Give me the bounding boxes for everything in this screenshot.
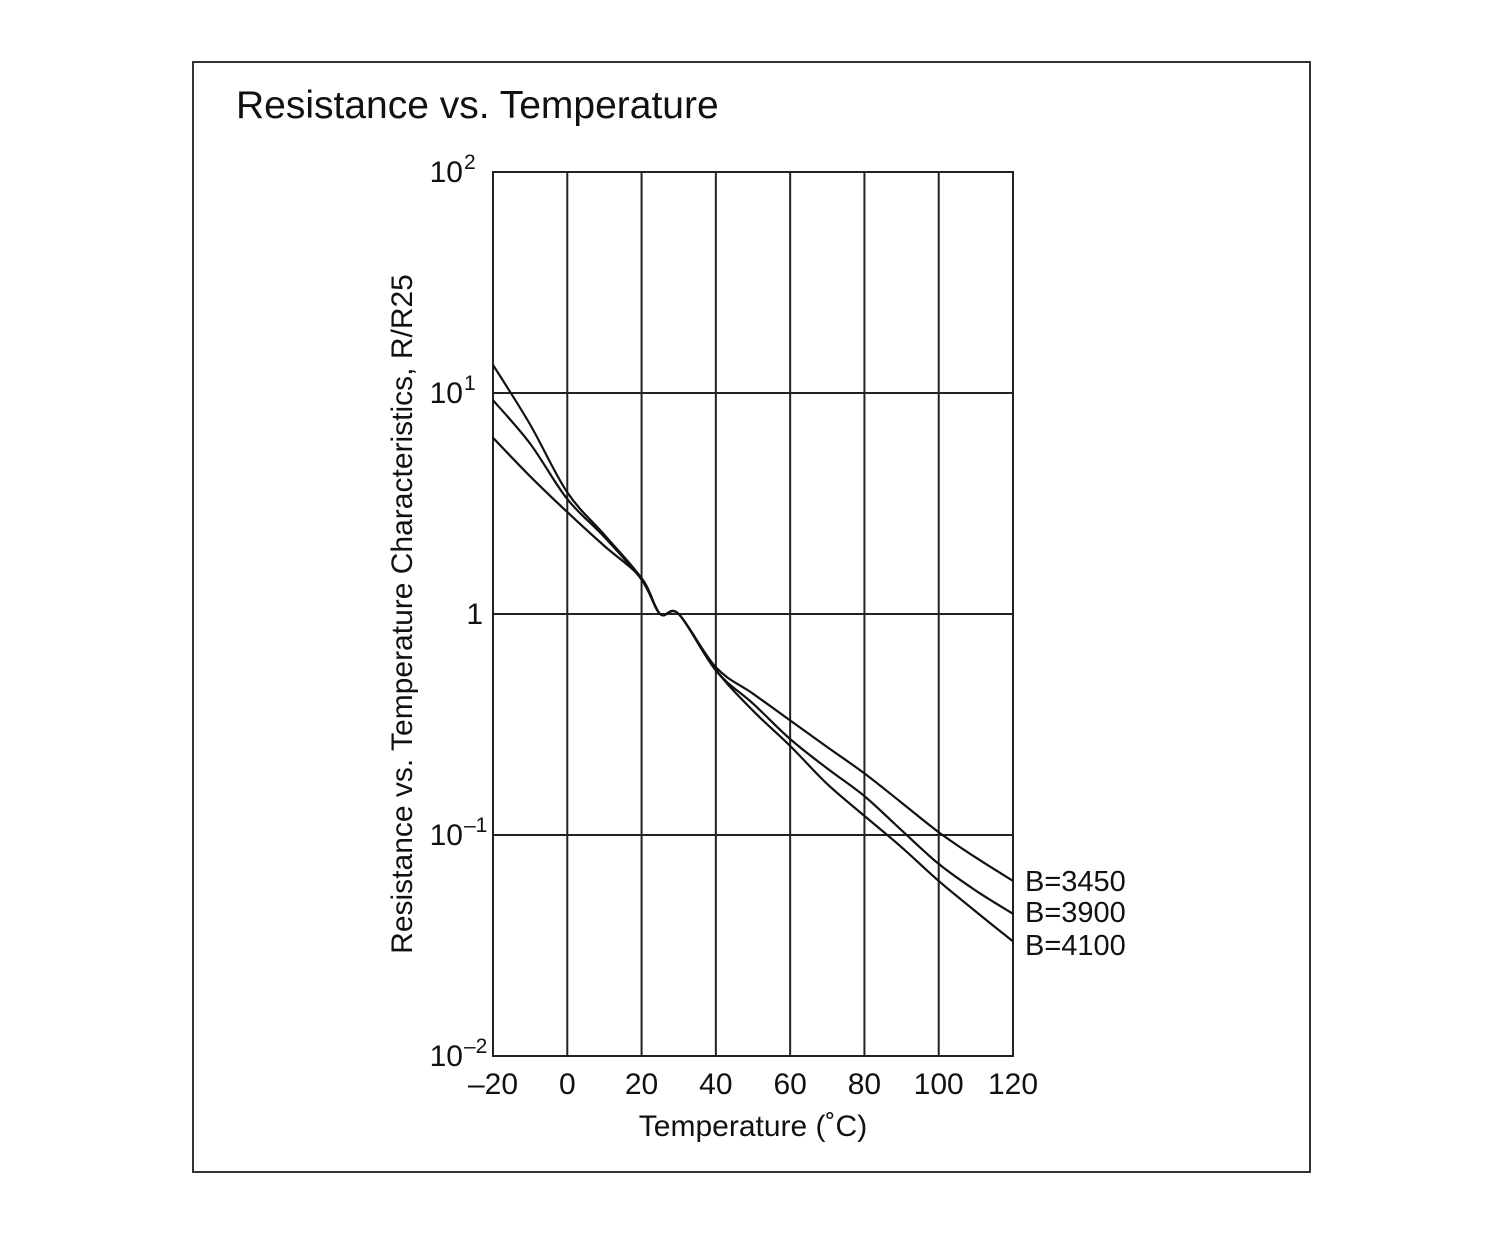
y-tick-exponent: 1: [464, 372, 476, 395]
x-tick-label: 80: [848, 1068, 881, 1101]
y-tick-label: 10 2: [430, 151, 476, 189]
y-tick-exponent: –1: [464, 814, 487, 837]
y-tick-exponent: –2: [464, 1035, 487, 1058]
x-tick-label: 0: [559, 1068, 576, 1101]
chart-title: Resistance vs. Temperature: [236, 84, 719, 127]
x-tick-label: 120: [988, 1068, 1038, 1101]
x-tick-label: 20: [625, 1068, 658, 1101]
y-tick-base: 10: [430, 819, 463, 852]
y-tick-exponent: 2: [464, 151, 476, 174]
series-line-b-3900: [492, 399, 1014, 915]
x-tick-label: 100: [914, 1068, 964, 1101]
x-tick-labels: –20 0 20 40 60 80 100 120: [468, 1068, 1038, 1101]
x-tick-label: 40: [699, 1068, 732, 1101]
x-tick-label: 60: [773, 1068, 806, 1101]
y-tick-label: 10 1: [430, 372, 476, 410]
series-line-b-4100: [492, 364, 1014, 943]
chart-frame: [192, 61, 1311, 1173]
series-label: B=3900: [1025, 897, 1126, 929]
series-lines: [492, 364, 1014, 943]
grid-lines: [492, 171, 1014, 1057]
y-tick-label: 1: [466, 598, 483, 631]
y-tick-base: 10: [430, 156, 463, 189]
y-tick-label: 10 –1: [430, 814, 488, 852]
y-axis-label: Resistance vs. Temperature Characteristi…: [386, 274, 419, 954]
series-label: B=3450: [1025, 866, 1126, 898]
x-axis-label: Temperature (˚C): [639, 1110, 867, 1143]
series-label: B=4100: [1025, 930, 1126, 962]
y-tick-label: 10 –2: [430, 1035, 488, 1073]
y-tick-base: 10: [430, 1040, 463, 1073]
x-tick-label: –20: [468, 1068, 518, 1101]
y-tick-base: 1: [466, 598, 483, 631]
series-line-b-3450: [492, 437, 1014, 882]
y-tick-base: 10: [430, 377, 463, 410]
plot-area-border: [492, 171, 1014, 1057]
